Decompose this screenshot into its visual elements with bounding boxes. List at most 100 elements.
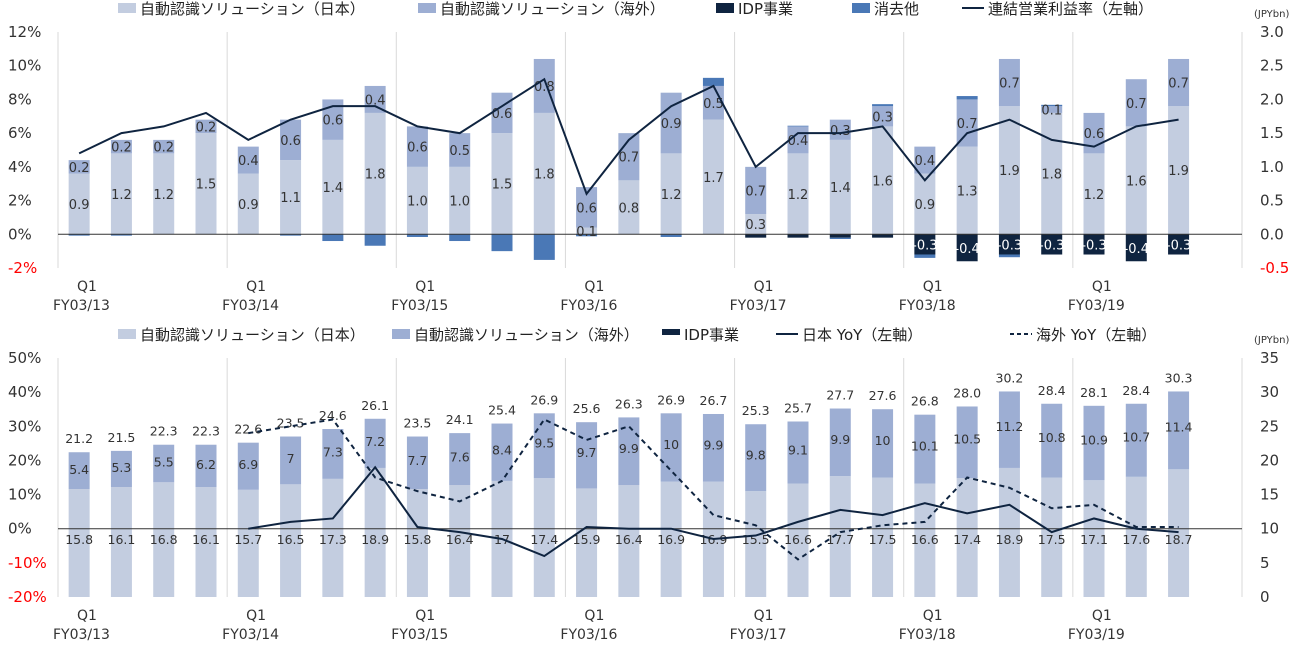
bar-idp xyxy=(956,234,978,262)
bar-overseas xyxy=(237,146,259,174)
data-label-total: 27.6 xyxy=(869,388,897,403)
bar-japan xyxy=(237,489,259,597)
right-axis-tick: 20 xyxy=(1260,451,1279,469)
data-label-japan: 15.8 xyxy=(404,532,432,547)
bar-japan xyxy=(1083,480,1105,597)
bar-idp xyxy=(1083,234,1105,255)
data-label-total: 28.4 xyxy=(1122,383,1150,398)
bar-elimination xyxy=(998,254,1020,258)
data-label-total: 24.6 xyxy=(319,408,347,423)
data-label-japan: 1.3 xyxy=(957,184,978,199)
bar-japan xyxy=(660,153,682,235)
bar-overseas xyxy=(618,417,640,486)
fiscal-year-label: FY03/18 xyxy=(899,298,956,314)
data-label-overseas: 0.3 xyxy=(872,110,893,125)
bar-overseas xyxy=(322,99,344,140)
data-label-total: 30.2 xyxy=(996,370,1024,385)
left-axis-tick: 6% xyxy=(8,124,32,142)
data-label-japan: 17.4 xyxy=(953,532,981,547)
data-label-overseas: 0.6 xyxy=(1084,127,1105,142)
category-label: Q1 xyxy=(415,279,435,295)
bar-overseas xyxy=(702,413,724,482)
bar-japan xyxy=(914,483,936,597)
fiscal-year-label: FY03/17 xyxy=(730,627,787,643)
bar-idp xyxy=(1168,234,1190,255)
line-japan-yoy xyxy=(248,465,1179,558)
left-axis-tick: -10% xyxy=(8,554,47,572)
data-label-overseas: 0.6 xyxy=(576,201,597,216)
bar-overseas xyxy=(1125,403,1147,477)
fiscal-year-label: FY03/19 xyxy=(1068,627,1125,643)
bar-japan xyxy=(1168,469,1190,597)
data-label-japan: 16.5 xyxy=(277,532,305,547)
bar-overseas xyxy=(1168,58,1190,107)
right-axis-tick: 10 xyxy=(1260,520,1279,538)
bar-japan xyxy=(406,166,428,235)
category-label: Q1 xyxy=(77,608,97,624)
right-axis-tick: 2.0 xyxy=(1260,90,1284,108)
data-label-total: 28.1 xyxy=(1080,385,1108,400)
data-label-total: 25.3 xyxy=(742,403,770,418)
data-label-japan: 15.5 xyxy=(742,532,770,547)
bar-idp xyxy=(1125,234,1147,262)
data-label-overseas: 10.1 xyxy=(911,439,939,454)
data-label-japan: 17.6 xyxy=(1122,532,1150,547)
bar-japan xyxy=(872,477,894,597)
bar-overseas xyxy=(787,421,809,484)
bar-elimination xyxy=(829,237,851,240)
bar-overseas xyxy=(998,391,1020,468)
data-label-total: 28.4 xyxy=(1038,383,1066,398)
data-label-total: 24.1 xyxy=(446,412,474,427)
data-label-total: 26.7 xyxy=(700,393,728,408)
bar-elimination xyxy=(322,234,344,242)
bar-elimination xyxy=(68,234,90,236)
data-label-total: 26.3 xyxy=(615,396,643,411)
data-label-overseas: 5.3 xyxy=(111,460,131,475)
data-label-overseas: 0.7 xyxy=(1126,97,1147,112)
bar-japan xyxy=(153,482,175,597)
data-label-overseas: 0.1 xyxy=(1041,104,1062,119)
bar-overseas xyxy=(1168,391,1190,470)
bar-elimination xyxy=(956,96,978,100)
data-label-japan: 17.4 xyxy=(530,532,558,547)
data-label-japan: 16.4 xyxy=(615,532,643,547)
legend-label: 自動認識ソリューション（海外） xyxy=(414,326,639,344)
data-label-overseas: 7.2 xyxy=(365,434,385,449)
data-label-japan: 0.8 xyxy=(619,201,640,216)
data-label-japan: 1.4 xyxy=(323,181,344,196)
bar-overseas xyxy=(153,444,175,483)
right-axis-tick: 3.0 xyxy=(1260,23,1284,41)
data-label-japan: 18.7 xyxy=(1165,532,1193,547)
data-label-japan: 1.4 xyxy=(830,181,851,196)
bar-japan xyxy=(406,489,428,597)
data-label-japan: 1.5 xyxy=(492,178,513,193)
data-label-total: 26.8 xyxy=(911,394,939,409)
bar-overseas xyxy=(195,119,217,134)
legend-swatch xyxy=(852,3,870,13)
data-label-overseas: 9.9 xyxy=(830,432,850,447)
data-label-overseas: 0.3 xyxy=(830,124,851,139)
bar-elimination xyxy=(787,125,809,127)
bar-japan xyxy=(322,139,344,235)
left-axis-tick: 50% xyxy=(8,349,41,367)
category-label: Q1 xyxy=(415,608,435,624)
data-label-japan: 16.1 xyxy=(108,532,136,547)
data-label-overseas: 7.7 xyxy=(407,453,427,468)
data-label-total: 21.2 xyxy=(65,431,93,446)
left-axis-tick: -20% xyxy=(8,588,47,606)
data-label-total: 27.7 xyxy=(826,388,854,403)
data-label-overseas: 0.2 xyxy=(196,120,217,135)
legend-label: 日本 YoY（左軸） xyxy=(802,326,922,344)
category-label: Q1 xyxy=(754,608,774,624)
bar-overseas xyxy=(406,126,428,167)
data-label-idp: -0.4 xyxy=(954,242,979,257)
bar-overseas xyxy=(491,423,513,481)
bar-japan xyxy=(618,485,640,597)
data-label-japan: 1.7 xyxy=(703,171,724,186)
data-label-overseas: 0.4 xyxy=(788,134,809,149)
data-label-japan: 17.5 xyxy=(1038,532,1066,547)
data-label-japan: 1.2 xyxy=(661,188,682,203)
right-axis-tick: 1.5 xyxy=(1260,124,1284,142)
data-label-overseas: 11.4 xyxy=(1165,419,1193,434)
